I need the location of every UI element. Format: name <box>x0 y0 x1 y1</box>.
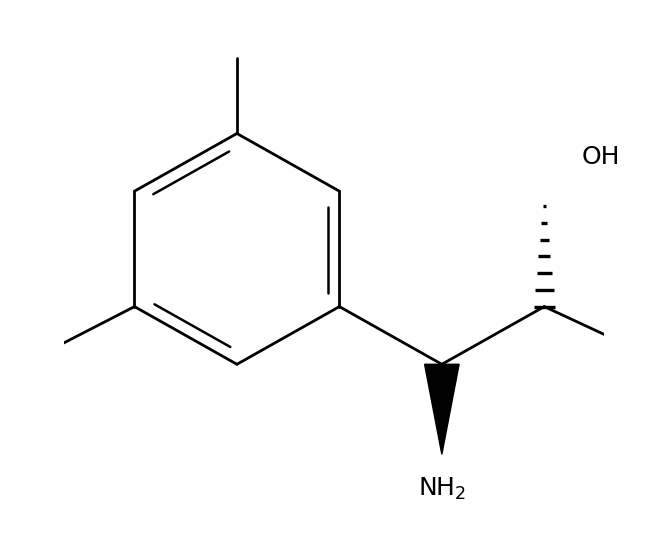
Polygon shape <box>425 364 459 454</box>
Text: OH: OH <box>582 145 621 169</box>
Text: NH$_2$: NH$_2$ <box>418 476 466 502</box>
